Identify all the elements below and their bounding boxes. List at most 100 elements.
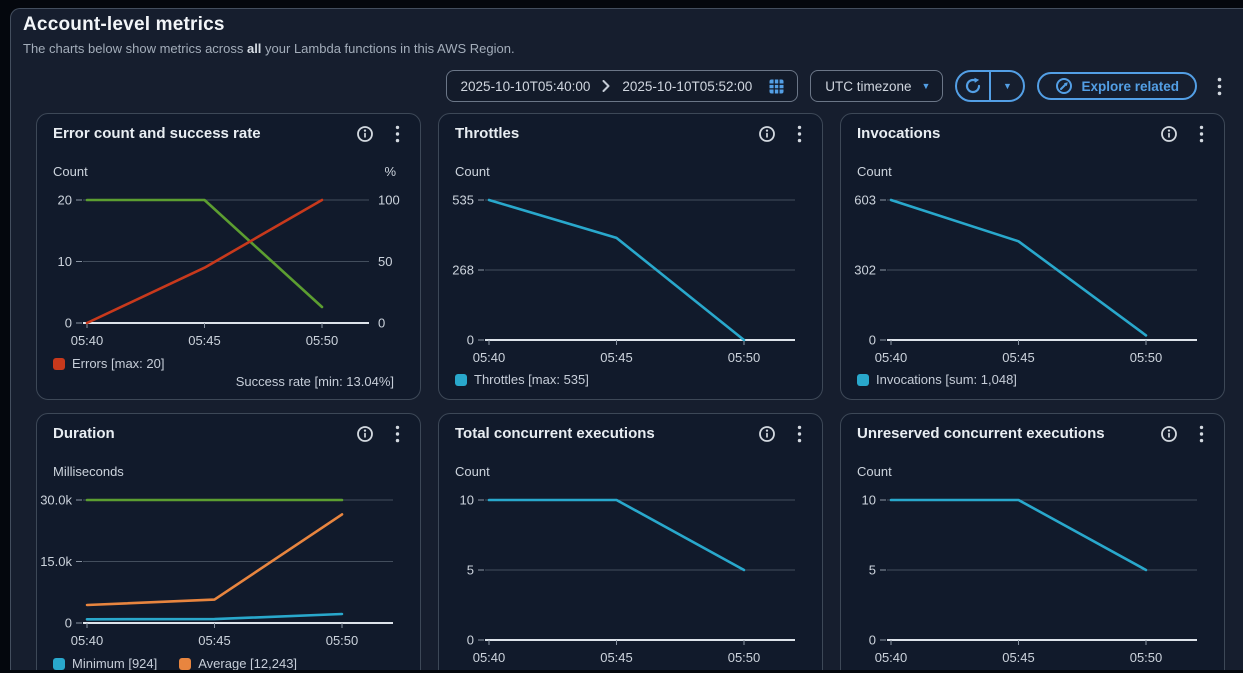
chart-card: Duration Milliseconds 30.0k 15.0k 0 05:40 05:4… [36, 413, 421, 670]
chart-card: Invocations Count 603 302 0 05:40 05:45 05:50 In… [840, 113, 1225, 400]
calendar-icon[interactable] [768, 78, 785, 95]
chart-more-button[interactable] [788, 123, 810, 145]
svg-text:268: 268 [452, 263, 474, 278]
panel-more-actions-button[interactable] [1209, 71, 1229, 101]
y-axis-unit-label: Milliseconds [53, 464, 124, 479]
chart-title: Error count and success rate [53, 125, 261, 142]
svg-text:05:50: 05:50 [728, 350, 761, 365]
chart-card: Unreserved concurrent executions Count 10 5… [840, 413, 1225, 670]
svg-text:05:50: 05:50 [1130, 650, 1163, 665]
y-axis-unit-label: Count [455, 464, 490, 479]
chart-more-button[interactable] [386, 123, 408, 145]
legend-label: Average [12,243] [198, 656, 298, 670]
svg-text:0: 0 [467, 633, 474, 648]
chart-legend: Invocations [sum: 1,048] [857, 372, 1017, 387]
svg-text:05:45: 05:45 [600, 650, 633, 665]
svg-text:05:40: 05:40 [875, 350, 908, 365]
chart-info-button[interactable] [756, 423, 778, 445]
subtitle-text: your Lambda functions in this AWS Region… [261, 41, 515, 56]
svg-text:30.0k: 30.0k [40, 493, 72, 508]
vertical-ellipsis-icon [797, 125, 801, 143]
y-axis-unit-label: Count [455, 164, 490, 179]
chart-card-actions [354, 123, 408, 145]
legend-swatch [53, 657, 65, 670]
info-circle-icon [759, 126, 775, 142]
chart-more-button[interactable] [788, 423, 810, 445]
svg-text:50: 50 [378, 254, 392, 269]
chart-title: Total concurrent executions [455, 425, 655, 442]
svg-text:5: 5 [869, 563, 876, 578]
svg-text:302: 302 [854, 263, 876, 278]
chart-info-button[interactable] [354, 123, 376, 145]
svg-text:10: 10 [460, 493, 474, 508]
legend-label: Errors [max: 20] [72, 356, 165, 371]
svg-text:05:50: 05:50 [728, 650, 761, 665]
chart-more-button[interactable] [1190, 423, 1212, 445]
svg-text:0: 0 [65, 616, 72, 631]
chart-legend: Minimum [924] Average [12,243] [53, 656, 297, 670]
chart-plot: 30.0k 15.0k 0 05:40 05:45 05:50 [40, 493, 393, 648]
explore-related-label: Explore related [1081, 78, 1179, 94]
legend-item[interactable]: Invocations [sum: 1,048] [857, 372, 1017, 387]
legend-item[interactable]: Minimum [924] [53, 656, 157, 670]
chart-plot: 603 302 0 05:40 05:45 05:50 [854, 193, 1197, 365]
legend-label: Throttles [max: 535] [474, 372, 589, 387]
svg-text:0: 0 [869, 333, 876, 348]
vertical-ellipsis-icon [1199, 125, 1203, 143]
timezone-select[interactable]: UTC timezone ▼ [810, 70, 944, 102]
svg-text:05:50: 05:50 [1130, 350, 1163, 365]
chart-info-button[interactable] [756, 123, 778, 145]
chart-card-actions [1158, 423, 1212, 445]
chart-info-button[interactable] [1158, 123, 1180, 145]
chart-card-actions [756, 123, 810, 145]
date-range-picker[interactable]: 2025-10-10T05:40:00 2025-10-10T05:52:00 [445, 70, 799, 102]
caret-down-icon: ▼ [921, 80, 931, 91]
svg-text:05:50: 05:50 [326, 633, 359, 648]
y-axis-unit-label: Count [857, 464, 892, 479]
info-circle-icon [1161, 126, 1177, 142]
toolbar: 2025-10-10T05:40:00 2025-10-10T05:52:00 … [445, 70, 1229, 102]
chart-plot: 535 268 0 05:40 05:45 05:50 [452, 193, 795, 365]
chart-more-button[interactable] [386, 423, 408, 445]
chart-plot: 20 100 10 50 0 0 05:40 05:45 05:50 [58, 193, 400, 349]
svg-text:15.0k: 15.0k [40, 554, 72, 569]
y-axis-unit-label: Count [53, 164, 88, 179]
refresh-options-button[interactable]: ▼ [991, 72, 1023, 100]
legend-label: Minimum [924] [72, 656, 158, 670]
legend-swatch [179, 657, 192, 670]
svg-text:100: 100 [378, 193, 400, 208]
legend-label: Invocations [sum: 1,048] [876, 372, 1017, 387]
svg-text:0: 0 [65, 316, 72, 331]
chart-title: Duration [53, 425, 115, 442]
refresh-icon [966, 77, 981, 94]
svg-text:10: 10 [58, 254, 72, 269]
legend-item-right[interactable]: Success rate [min: 13.04%] [235, 374, 394, 389]
chart-card-actions [1158, 123, 1212, 145]
chart-info-button[interactable] [1158, 423, 1180, 445]
legend-item[interactable]: Errors [max: 20] [53, 356, 164, 371]
subtitle-bold: all [246, 41, 262, 56]
chart-more-button[interactable] [1190, 123, 1212, 145]
legend-swatch [53, 357, 65, 370]
split-divider [989, 72, 992, 100]
refresh-button[interactable] [957, 72, 989, 100]
legend-item[interactable]: Average [12,243] [179, 656, 297, 670]
svg-text:0: 0 [467, 333, 474, 348]
chart-title: Invocations [857, 125, 941, 142]
svg-text:0: 0 [869, 633, 876, 648]
svg-text:10: 10 [862, 493, 876, 508]
chart-info-button[interactable] [354, 423, 376, 445]
svg-text:05:45: 05:45 [1002, 650, 1035, 665]
legend-swatch [455, 373, 467, 386]
chart-card-actions [354, 423, 408, 445]
svg-text:05:40: 05:40 [71, 633, 104, 648]
svg-text:535: 535 [452, 193, 474, 208]
svg-text:05:45: 05:45 [188, 333, 221, 348]
chart-title: Unreserved concurrent executions [857, 425, 1105, 442]
legend-item[interactable]: Throttles [max: 535] [455, 372, 589, 387]
refresh-split-button: ▼ [955, 70, 1026, 102]
svg-text:603: 603 [854, 193, 876, 208]
explore-related-button[interactable]: Explore related [1037, 72, 1197, 100]
vertical-ellipsis-icon [1217, 77, 1221, 95]
vertical-ellipsis-icon [797, 425, 801, 443]
